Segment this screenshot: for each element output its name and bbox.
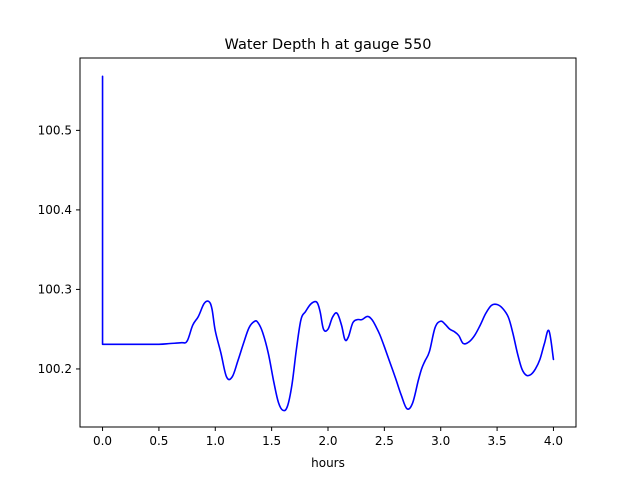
x-tick-label: 2.5 [375,434,394,448]
plot-frame [79,57,577,428]
y-tick-label: 100.2 [38,362,72,376]
y-axis-ticks: 100.2 100.3 100.4 100.5 [38,123,80,376]
y-tick-label: 100.3 [38,282,72,296]
chart-title: Water Depth h at gauge 550 [225,37,432,53]
x-tick-label: 3.0 [431,434,450,448]
series-line [101,75,555,412]
y-tick-label: 100.5 [38,123,72,137]
x-tick-label: 2.0 [318,434,337,448]
y-tick-label: 100.4 [38,203,72,217]
x-tick-label: 1.5 [262,434,281,448]
x-tick-label: 4.0 [544,434,563,448]
x-tick-label: 1.0 [206,434,225,448]
x-axis-ticks: 0.0 0.5 1.0 1.5 2.0 2.5 3.0 3.5 4.0 [93,427,563,448]
plot-area [80,58,576,427]
x-tick-label: 0.0 [93,434,112,448]
x-tick-label: 0.5 [149,434,168,448]
x-axis-label: hours [311,456,345,470]
x-tick-label: 3.5 [488,434,507,448]
